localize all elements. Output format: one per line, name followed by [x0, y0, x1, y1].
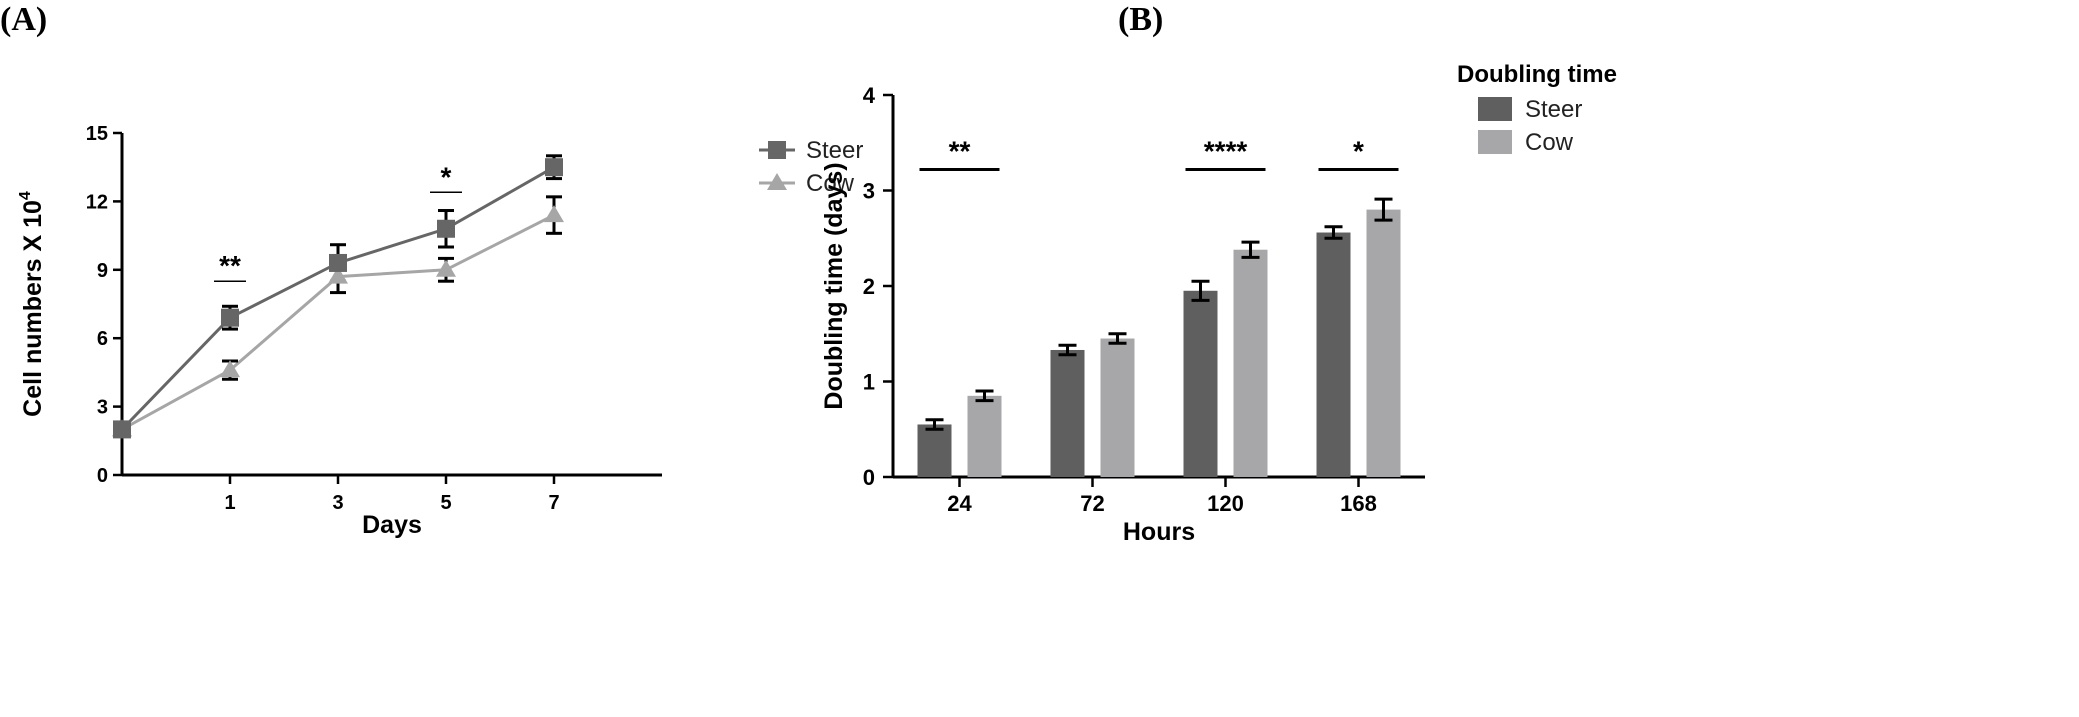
bar-steer [1316, 232, 1351, 477]
marker-cow [220, 360, 240, 378]
y-tick-label: 6 [97, 328, 108, 350]
bar-cow [1100, 338, 1135, 477]
panel-a-axes: 0 3 6 9 12 15 1 3 5 7 Days Cell numbers X 104 [17, 123, 662, 539]
legend-marker-steer [768, 141, 786, 159]
panel-a-legend: Steer Cow [759, 137, 863, 197]
y-tick-label: 0 [97, 465, 108, 487]
significance-label: ** [219, 250, 241, 281]
x-axis-label: Days [362, 511, 422, 539]
marker-steer [437, 219, 455, 238]
bar-steer [1050, 349, 1085, 477]
marker-cow [328, 266, 348, 284]
panel-a: (A) 0 3 6 9 12 15 1 3 5 7 Days Cell numbers X 104 *… [0, 1, 863, 539]
bar-cow [1366, 209, 1401, 477]
panel-a-data: *** [112, 154, 564, 439]
series-line-steer [120, 165, 555, 431]
panel-a-label: (A) [0, 1, 47, 38]
marker-steer [221, 308, 239, 327]
bar-cow [967, 395, 1002, 477]
panel-b-label: (B) [1118, 1, 1163, 38]
bar-cow [1233, 249, 1268, 477]
x-tick-label: 120 [1207, 491, 1244, 516]
bar-steer [1183, 290, 1218, 477]
y-tick-label: 4 [863, 83, 876, 108]
legend-label-cow: Cow [806, 170, 855, 197]
y-tick-label: 1 [863, 370, 875, 395]
x-tick-label: 1 [224, 492, 235, 514]
panel-b-title: Doubling time [1457, 61, 1617, 88]
significance-label: ** [949, 135, 971, 166]
y-tick-label: 12 [86, 191, 108, 213]
panel-b: (B) Doubling time 0 1 2 3 4 24 72 120 168 Hours Do… [820, 1, 1617, 546]
legend-label-steer: Steer [806, 137, 863, 164]
marker-cow [436, 259, 456, 277]
significance-label: **** [1204, 135, 1248, 166]
y-tick-label: 2 [863, 274, 875, 299]
legend-label-cow: Cow [1525, 129, 1574, 156]
y-axis-label: Cell numbers X 104 [17, 191, 47, 417]
legend-swatch-steer [1478, 97, 1512, 121]
y-tick-label: 15 [86, 123, 108, 145]
y-tick-label: 9 [97, 260, 108, 282]
y-axis-label: Doubling time (days) [820, 162, 848, 409]
y-tick-label: 3 [863, 179, 875, 204]
x-tick-label: 72 [1080, 491, 1104, 516]
marker-steer [329, 253, 347, 272]
x-axis-label: Hours [1123, 518, 1195, 546]
x-tick-label: 3 [332, 492, 343, 514]
x-tick-label: 24 [947, 491, 972, 516]
y-tick-label: 3 [97, 397, 108, 419]
y-tick-label: 0 [863, 465, 875, 490]
panel-b-data: ** **** * [917, 135, 1401, 477]
x-tick-label: 168 [1340, 491, 1377, 516]
marker-steer [113, 420, 131, 439]
legend-swatch-cow [1478, 130, 1512, 154]
legend-label-steer: Steer [1525, 96, 1582, 123]
panel-b-legend: Steer Cow [1478, 96, 1582, 156]
marker-cow [544, 205, 564, 223]
significance-label: * [441, 161, 452, 192]
x-tick-label: 5 [440, 492, 451, 514]
x-tick-label: 7 [548, 492, 559, 514]
legend-marker-cow [767, 173, 787, 190]
bar-steer [917, 424, 952, 477]
significance-label: * [1353, 135, 1364, 166]
y-axis-label-text: Cell numbers X 10 [19, 200, 47, 417]
marker-steer [545, 158, 563, 177]
y-axis-label-exponent: 4 [17, 191, 34, 200]
